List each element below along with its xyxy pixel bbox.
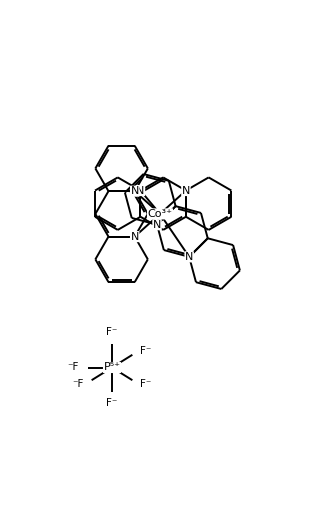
Text: ⁻F: ⁻F xyxy=(68,363,79,373)
Text: N: N xyxy=(136,186,145,196)
Text: F⁻: F⁻ xyxy=(106,327,118,337)
Text: N: N xyxy=(182,186,190,196)
Text: ⁻F: ⁻F xyxy=(73,378,84,388)
Text: P⁵⁺: P⁵⁺ xyxy=(103,363,121,373)
Text: F⁻: F⁻ xyxy=(140,378,151,388)
Text: F⁻: F⁻ xyxy=(140,346,151,356)
Text: N: N xyxy=(131,232,139,241)
Text: N: N xyxy=(131,186,139,196)
Text: F⁻: F⁻ xyxy=(106,398,118,408)
Text: N: N xyxy=(153,220,161,230)
Text: N: N xyxy=(185,252,193,262)
Text: Co³⁺: Co³⁺ xyxy=(148,209,172,219)
